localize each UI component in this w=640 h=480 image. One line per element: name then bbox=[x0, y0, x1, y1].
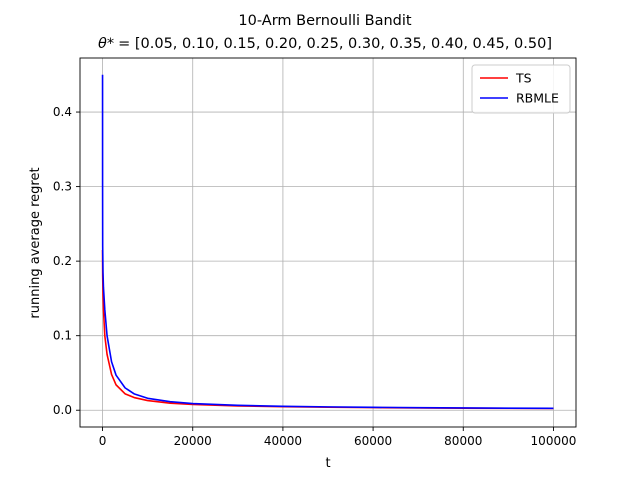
x-tick-label-1: 20000 bbox=[174, 434, 212, 448]
subtitle-theta-values: = [0.05, 0.10, 0.15, 0.20, 0.25, 0.30, 0… bbox=[118, 36, 552, 52]
y-tick-label-4: 0.4 bbox=[53, 105, 72, 119]
grid-lines bbox=[80, 58, 576, 427]
y-tick-label-2: 0.2 bbox=[53, 254, 72, 268]
chart-subtitle: θ* = [0.05, 0.10, 0.15, 0.20, 0.25, 0.30,… bbox=[98, 36, 552, 52]
x-tick-label-5: 100000 bbox=[531, 434, 577, 448]
x-tick-label-0: 0 bbox=[99, 434, 107, 448]
axes: 0 20000 40000 60000 80000 100000 0.0 0.1 0.2 0.3 0… bbox=[53, 57, 577, 448]
legend-label-ts: TS bbox=[515, 71, 532, 86]
x-tick-label-2: 40000 bbox=[264, 434, 302, 448]
x-axis-label: t bbox=[325, 456, 330, 471]
subtitle-theta-symbol: θ* bbox=[98, 36, 114, 52]
chart-title: 10-Arm Bernoulli Bandit bbox=[238, 13, 412, 29]
legend: TS RBMLE bbox=[471, 64, 571, 114]
x-tick-label-4: 80000 bbox=[444, 434, 482, 448]
series-line-ts bbox=[101, 249, 554, 410]
y-tick-label-3: 0.3 bbox=[53, 180, 72, 194]
series-lines bbox=[101, 74, 554, 410]
y-tick-label-0: 0.0 bbox=[53, 403, 72, 417]
series-line-rbmle bbox=[101, 74, 554, 410]
legend-label-rbmle: RBMLE bbox=[516, 91, 559, 106]
plot-frame bbox=[79, 57, 577, 428]
x-tick-label-3: 60000 bbox=[354, 434, 392, 448]
legend-box bbox=[471, 64, 571, 114]
y-tick-label-1: 0.1 bbox=[53, 329, 72, 343]
y-axis-label: running average regret bbox=[28, 167, 43, 318]
